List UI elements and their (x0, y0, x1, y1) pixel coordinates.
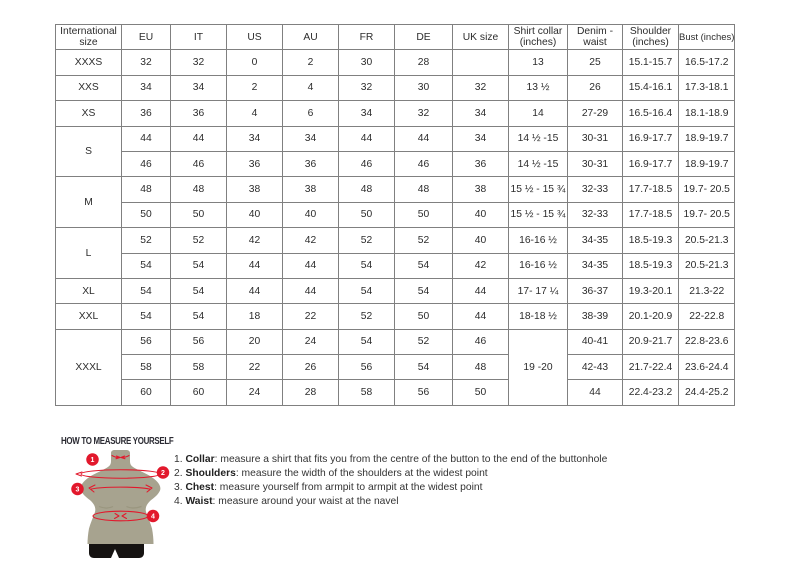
svg-text:1: 1 (90, 457, 94, 464)
svg-text:4: 4 (151, 514, 155, 521)
svg-text:2: 2 (161, 470, 165, 477)
svg-text:3: 3 (75, 487, 79, 494)
